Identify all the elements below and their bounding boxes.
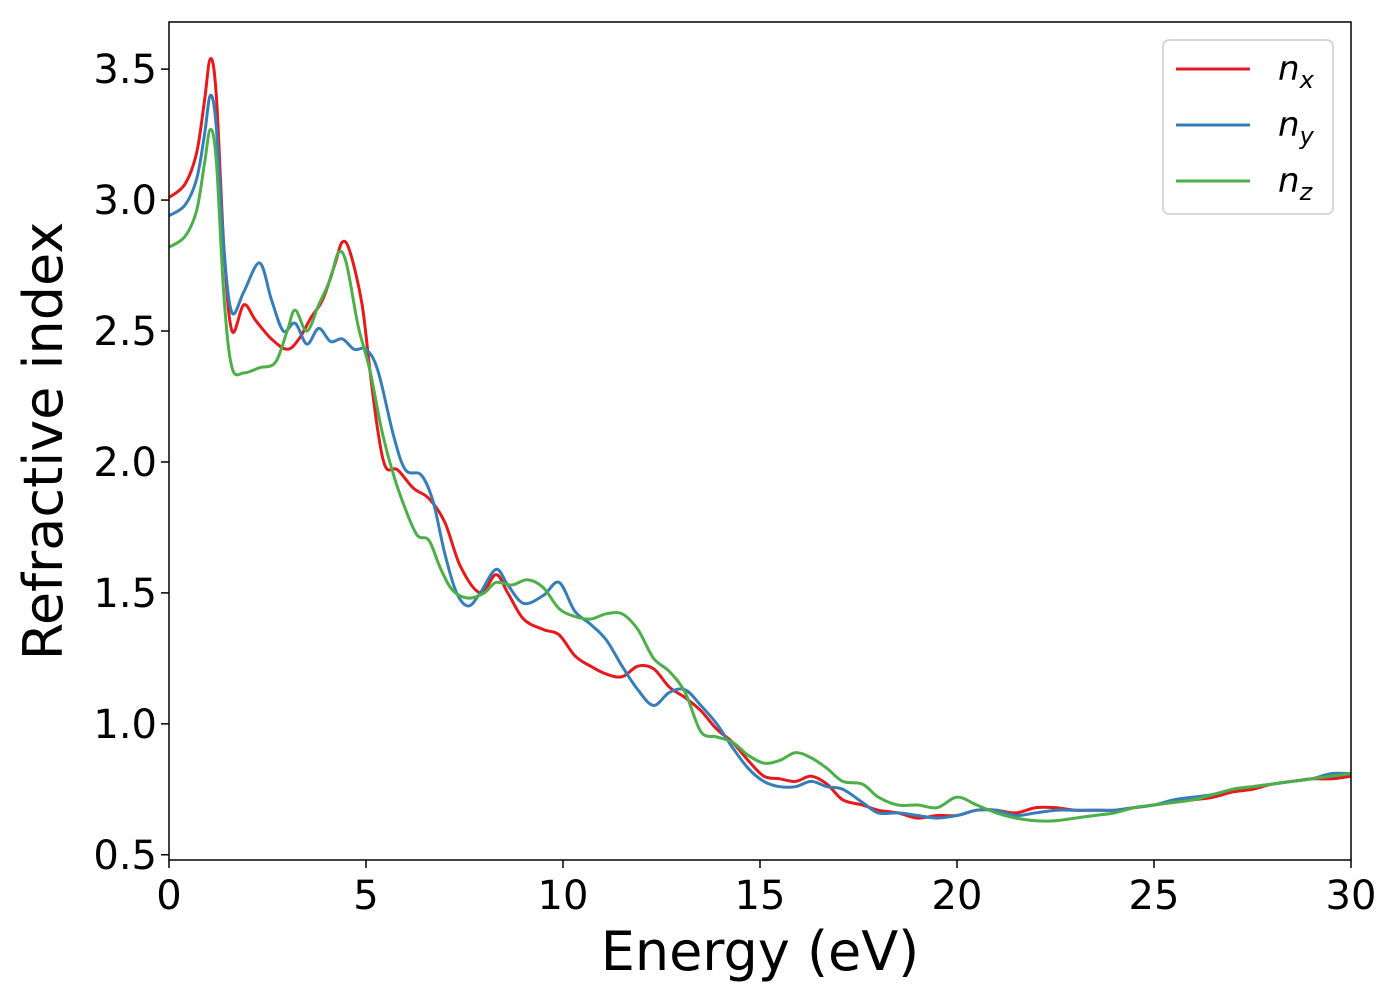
x-tick-label: 30 [1326, 873, 1377, 919]
axis-ticks: 0 5 10 15 20 25 30 0.5 1.0 1.5 2.0 2.5 3.0 3.5 [93, 47, 1376, 919]
x-tick-label: 10 [538, 873, 589, 919]
x-axis-label: Energy (eV) [601, 920, 920, 983]
y-tick-label: 3.0 [93, 178, 157, 224]
x-tick-label: 0 [156, 873, 181, 919]
y-axis-label: Refractive index [12, 222, 75, 661]
x-tick-label: 15 [735, 873, 786, 919]
x-tick-label: 25 [1129, 873, 1180, 919]
x-tick-label: 20 [932, 873, 983, 919]
series-line-ny [168, 93, 1352, 820]
y-tick-label: 2.5 [93, 309, 157, 355]
y-tick-label: 3.5 [93, 47, 157, 93]
y-tick-label: 0.5 [93, 833, 157, 879]
series-line-nz [168, 127, 1352, 823]
series-lines [168, 57, 1352, 823]
x-tick-label: 5 [353, 873, 378, 919]
legend-box [1162, 39, 1334, 215]
y-tick-label: 1.5 [93, 571, 157, 617]
y-tick-label: 1.0 [93, 702, 157, 748]
y-tick-label: 2.0 [93, 440, 157, 486]
